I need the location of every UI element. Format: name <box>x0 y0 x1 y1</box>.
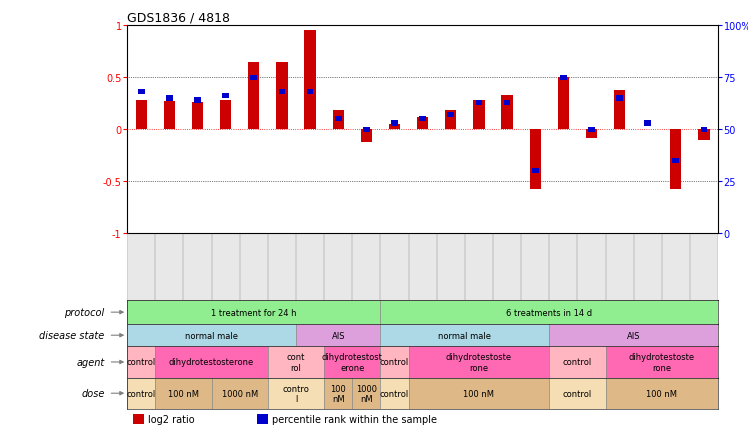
Bar <box>408 347 549 378</box>
Bar <box>304 31 316 130</box>
Bar <box>560 76 567 81</box>
Bar <box>670 130 681 189</box>
Bar <box>192 103 203 130</box>
Bar <box>381 324 549 347</box>
Bar <box>324 347 381 378</box>
Text: disease state: disease state <box>40 330 105 340</box>
Text: control: control <box>126 389 156 398</box>
Bar <box>222 94 229 99</box>
Text: agent: agent <box>76 357 105 367</box>
Bar <box>333 111 344 130</box>
Text: 100 nM: 100 nM <box>168 389 199 398</box>
Text: 1 treatment for 24 h: 1 treatment for 24 h <box>211 308 296 317</box>
Bar <box>278 90 285 95</box>
Text: dihydrotestoste
rone: dihydrotestoste rone <box>629 352 695 372</box>
Text: GDS1836 / 4818: GDS1836 / 4818 <box>127 12 230 25</box>
Bar <box>530 130 541 189</box>
Bar <box>363 127 370 132</box>
Bar <box>133 414 144 424</box>
Bar <box>391 121 398 126</box>
Text: normal male: normal male <box>438 331 491 340</box>
Text: control: control <box>562 358 592 367</box>
Bar <box>296 324 381 347</box>
Bar <box>220 101 231 130</box>
Bar <box>268 347 324 378</box>
Bar <box>417 118 429 130</box>
Bar <box>381 347 408 378</box>
Bar <box>352 378 381 409</box>
Bar <box>616 96 623 102</box>
Text: control: control <box>380 358 409 367</box>
Text: control: control <box>562 389 592 398</box>
Text: 100
nM: 100 nM <box>331 384 346 403</box>
Bar <box>324 378 352 409</box>
Bar <box>606 347 718 378</box>
Bar <box>194 98 201 103</box>
Bar <box>473 101 485 130</box>
Text: contro
l: contro l <box>283 384 310 403</box>
Text: 6 treatments in 14 d: 6 treatments in 14 d <box>506 308 592 317</box>
Bar <box>164 102 175 130</box>
Bar <box>212 378 268 409</box>
Bar <box>447 113 454 118</box>
Bar <box>127 324 296 347</box>
Text: protocol: protocol <box>64 307 105 317</box>
Bar <box>532 169 539 174</box>
Bar <box>276 62 287 130</box>
Bar <box>644 121 651 126</box>
Bar <box>558 78 569 130</box>
Bar <box>699 130 710 140</box>
Bar <box>166 96 173 102</box>
Bar <box>381 301 718 324</box>
Text: AIS: AIS <box>627 331 640 340</box>
Text: 100 nM: 100 nM <box>646 389 677 398</box>
Text: dihydrotestost
erone: dihydrotestost erone <box>322 352 383 372</box>
Bar <box>549 378 606 409</box>
Bar <box>476 100 482 105</box>
Bar <box>156 347 268 378</box>
Text: dihydrotestoste
rone: dihydrotestoste rone <box>446 352 512 372</box>
Bar <box>389 125 400 130</box>
Bar <box>251 76 257 81</box>
Bar <box>586 130 597 138</box>
Bar <box>156 378 212 409</box>
Bar <box>503 100 510 105</box>
Bar <box>701 127 708 132</box>
Text: dose: dose <box>82 388 105 398</box>
Bar <box>381 378 408 409</box>
Text: control: control <box>126 358 156 367</box>
Text: log2 ratio: log2 ratio <box>148 414 194 424</box>
Bar <box>606 378 718 409</box>
Text: AIS: AIS <box>331 331 345 340</box>
Text: dihydrotestosterone: dihydrotestosterone <box>169 358 254 367</box>
Bar <box>549 324 718 347</box>
Bar <box>127 378 156 409</box>
Bar <box>588 127 595 132</box>
Bar <box>419 117 426 122</box>
Text: cont
rol: cont rol <box>286 352 305 372</box>
Text: 1000
nM: 1000 nM <box>356 384 377 403</box>
Bar <box>501 95 512 130</box>
Bar <box>257 414 268 424</box>
Bar <box>268 378 324 409</box>
Bar <box>138 90 144 95</box>
Bar <box>614 90 625 130</box>
Bar <box>135 101 147 130</box>
Text: normal male: normal male <box>185 331 238 340</box>
Text: control: control <box>380 389 409 398</box>
Bar <box>445 111 456 130</box>
Bar <box>307 90 313 95</box>
Text: 100 nM: 100 nM <box>464 389 494 398</box>
Bar <box>248 62 260 130</box>
Bar <box>672 158 679 164</box>
Bar <box>335 117 342 122</box>
Text: 1000 nM: 1000 nM <box>221 389 258 398</box>
Bar <box>127 301 381 324</box>
Text: percentile rank within the sample: percentile rank within the sample <box>272 414 437 424</box>
Bar <box>361 130 372 142</box>
Bar <box>127 347 156 378</box>
Bar <box>549 347 606 378</box>
Bar <box>408 378 549 409</box>
